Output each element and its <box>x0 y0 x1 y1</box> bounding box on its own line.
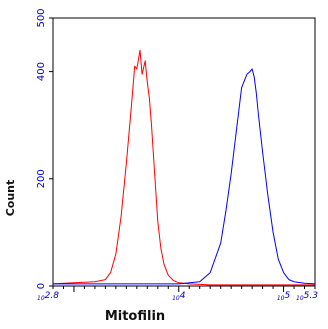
x-tick-label: 102.8 <box>37 291 59 302</box>
y-tick-label: 200 <box>36 169 47 188</box>
x-tick-label: 105.3 <box>296 291 318 302</box>
plot-area-frame <box>52 17 316 287</box>
x-axis-title: Mitofilin <box>105 309 165 324</box>
y-tick-label: 500 <box>36 8 47 27</box>
y-tick-label: 400 <box>36 62 47 81</box>
x-tick-label: 105 <box>277 291 291 302</box>
histogram-series-2 <box>53 68 316 285</box>
series-layer <box>52 49 316 286</box>
histogram-series-1 <box>52 49 315 286</box>
y-axis-title: Count <box>4 180 17 217</box>
x-tick-label: 104 <box>172 291 186 302</box>
y-axis-ticks: 0 200 400 500 <box>36 8 53 289</box>
x-axis-ticks: 102.8 104 105 105.3 <box>37 286 318 302</box>
y-tick-label: 0 <box>36 283 47 289</box>
